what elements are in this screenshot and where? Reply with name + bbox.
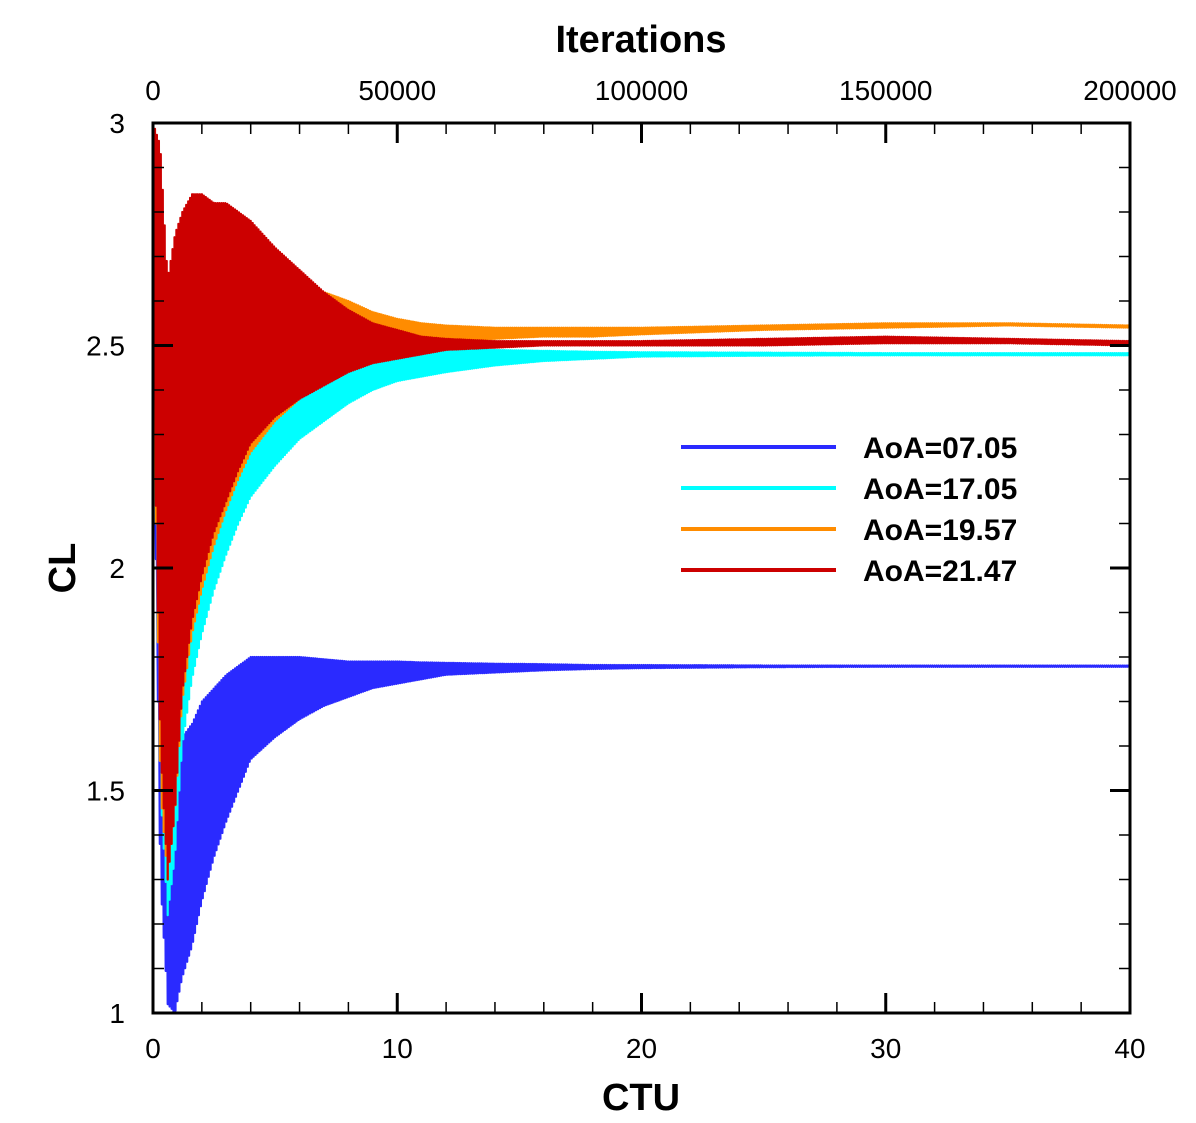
y-axis-title: CL xyxy=(42,543,84,594)
y-tick-label: 1 xyxy=(109,998,125,1029)
legend-label: AoA=21.47 xyxy=(863,555,1017,588)
x2-tick-label: 100000 xyxy=(595,75,688,106)
series-line-4 xyxy=(153,123,1130,881)
x-tick-label: 40 xyxy=(1114,1033,1145,1064)
series-layer xyxy=(153,123,1130,1013)
labels-layer: 0 10 20 30 40 0 50000 100000 150000 200000 1 1.5 2 2.… xyxy=(86,75,1177,1064)
x-tick-label: 30 xyxy=(870,1033,901,1064)
series-line-1 xyxy=(153,345,1130,1013)
legend: AoA=07.05 AoA=17.05 AoA=19.57 AoA=21.47 xyxy=(681,432,1017,588)
x2-tick-label: 0 xyxy=(145,75,161,106)
x-axis-title: CTU xyxy=(602,1077,680,1119)
x2-tick-label: 50000 xyxy=(358,75,436,106)
ticks-layer xyxy=(151,121,1132,1015)
legend-label: AoA=19.57 xyxy=(863,514,1017,547)
y-tick-label: 2 xyxy=(109,553,125,584)
y-tick-label: 2.5 xyxy=(86,331,125,362)
legend-label: AoA=07.05 xyxy=(863,432,1017,465)
series-line-2 xyxy=(153,322,1130,917)
x-tick-label: 0 xyxy=(145,1033,161,1064)
x-tick-label: 20 xyxy=(626,1033,657,1064)
x2-tick-label: 150000 xyxy=(839,75,932,106)
x2-axis-title: Iterations xyxy=(555,19,726,61)
x-tick-label: 10 xyxy=(382,1033,413,1064)
x2-tick-label: 200000 xyxy=(1083,75,1176,106)
y-tick-label: 1.5 xyxy=(86,776,125,807)
legend-label: AoA=17.05 xyxy=(863,473,1017,506)
y-tick-label: 3 xyxy=(109,108,125,139)
